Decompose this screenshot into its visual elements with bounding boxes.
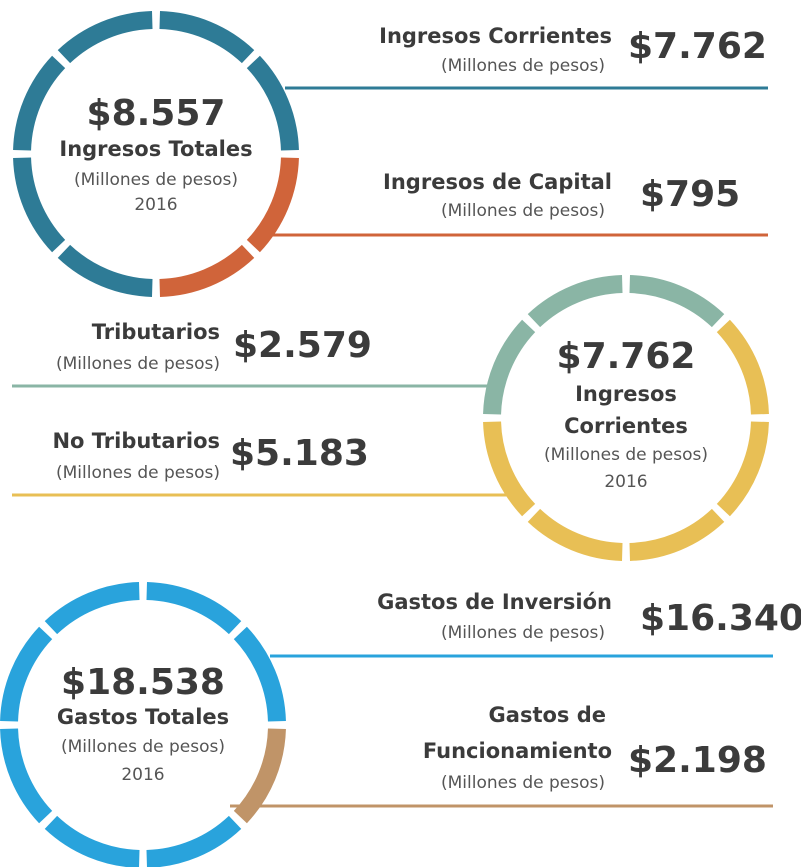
ring-segment (146, 815, 242, 867)
item-label: Tributarios (92, 320, 220, 344)
ring-segment (44, 815, 140, 867)
ring-segment (629, 508, 725, 561)
item-label: Ingresos Corrientes (379, 24, 612, 48)
item-amount: $2.579 (233, 325, 372, 366)
ring-segment (527, 508, 623, 561)
item-unit: (Millones de pesos) (441, 623, 605, 643)
rings (0, 11, 769, 867)
center-amount: $8.557 (87, 93, 226, 134)
ring-segment (246, 157, 299, 253)
item-unit: (Millones de pesos) (441, 773, 605, 793)
center-unit: (Millones de pesos) (61, 737, 225, 757)
item-unit: (Millones de pesos) (56, 354, 220, 374)
ring-segment (233, 728, 286, 824)
ring-segment (716, 319, 769, 415)
ring-segment (629, 275, 725, 328)
item-amount: $16.340 (640, 598, 801, 639)
item-unit: (Millones de pesos) (56, 463, 220, 483)
ring-segment (146, 582, 242, 635)
ring-segment (13, 55, 66, 151)
center-title: Gastos Totales (57, 705, 229, 729)
ring-segment (44, 582, 140, 635)
center-unit: (Millones de pesos) (74, 170, 238, 190)
center-year: 2016 (604, 472, 647, 492)
item-unit: (Millones de pesos) (441, 201, 605, 221)
item-amount: $7.762 (628, 26, 767, 67)
item-amount: $795 (640, 174, 740, 215)
item-label: Gastos de (489, 703, 606, 727)
item-label: Ingresos de Capital (383, 170, 612, 194)
ring-segment (57, 244, 153, 297)
center-amount: $18.538 (61, 662, 225, 703)
ring-segment (483, 421, 536, 517)
center-amount: $7.762 (557, 336, 696, 377)
item-unit: (Millones de pesos) (441, 56, 605, 76)
center-year: 2016 (134, 195, 177, 215)
item-amount: $5.183 (230, 433, 369, 474)
ring-segment (13, 157, 66, 253)
ring-segment (233, 626, 286, 722)
ring-segment (159, 11, 255, 64)
center-unit: (Millones de pesos) (544, 445, 708, 465)
ring-segment (527, 275, 623, 328)
item-label: Gastos de Inversión (377, 590, 612, 614)
center-title: Ingresos (575, 382, 677, 406)
center-year: 2016 (121, 765, 164, 785)
center-title: Corrientes (564, 414, 688, 438)
ring-segment (159, 244, 255, 297)
ring-segment (716, 421, 769, 517)
ring-segment (0, 626, 53, 722)
ring-segment (246, 55, 299, 151)
ring-segment (0, 728, 53, 824)
item-label: Funcionamiento (423, 739, 612, 763)
item-amount: $2.198 (628, 740, 767, 781)
ring-segment (57, 11, 153, 64)
item-label: No Tributarios (52, 429, 220, 453)
ring-segment (483, 319, 536, 415)
center-title: Ingresos Totales (59, 137, 252, 161)
